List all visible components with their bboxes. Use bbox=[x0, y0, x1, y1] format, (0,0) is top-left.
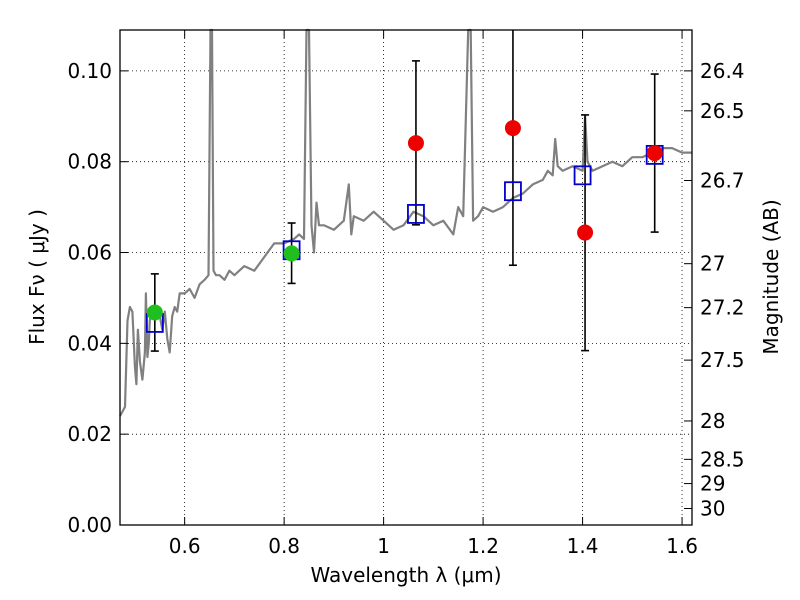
mag-tick-label: 27.2 bbox=[700, 296, 745, 320]
spectrum-layer bbox=[119, 28, 692, 417]
y-tick-label: 0.04 bbox=[67, 331, 112, 355]
mag-tick-label: 26.5 bbox=[700, 99, 745, 123]
mag-tick-label: 29 bbox=[700, 472, 725, 496]
x-tick-label: 1.4 bbox=[567, 534, 599, 558]
mag-tick-label: 26.7 bbox=[700, 169, 745, 193]
y-tick-label: 0.10 bbox=[67, 59, 112, 83]
spectrum-line bbox=[119, 28, 692, 417]
nir-data-point bbox=[407, 135, 424, 152]
x-tick-label: 1.6 bbox=[666, 534, 698, 558]
optical-data-point bbox=[146, 304, 163, 321]
mag-tick-label: 27 bbox=[700, 252, 725, 276]
y-axis-title: Flux Fν ( μJy ) bbox=[25, 209, 49, 345]
x-axis-title: Wavelength λ (μm) bbox=[310, 563, 501, 587]
y-tick-label: 0.08 bbox=[67, 150, 112, 174]
ticks-layer: 0.6 0.8 1 1.2 1.4 1.6 0.00 0.02 0.04 0.06 0.08 0.10… bbox=[67, 30, 745, 558]
mag-tick-label: 30 bbox=[700, 497, 725, 521]
mag-tick-label: 28 bbox=[700, 409, 725, 433]
mag-tick-label: 28.5 bbox=[700, 447, 745, 471]
y-tick-label: 0.02 bbox=[67, 422, 112, 446]
optical-data-point bbox=[283, 245, 300, 262]
nir-data-point bbox=[504, 120, 521, 137]
plot-frame bbox=[119, 29, 693, 526]
model-point bbox=[504, 181, 522, 202]
nir-data-point bbox=[646, 145, 663, 162]
x-tick-label: 1.2 bbox=[467, 534, 499, 558]
right-axis-title: Magnitude (AB) bbox=[759, 199, 783, 354]
mag-tick-label: 26.4 bbox=[700, 59, 745, 83]
y-tick-label: 0.06 bbox=[67, 241, 112, 265]
x-tick-label: 1 bbox=[377, 534, 390, 558]
points-layer bbox=[145, 30, 664, 352]
x-tick-label: 0.6 bbox=[169, 534, 201, 558]
mag-tick-label: 27.5 bbox=[700, 348, 745, 372]
x-tick-label: 0.8 bbox=[268, 534, 300, 558]
model-point bbox=[407, 204, 425, 224]
model-point bbox=[573, 165, 592, 186]
nir-data-point bbox=[577, 224, 594, 241]
y-tick-label: 0.00 bbox=[67, 513, 112, 537]
